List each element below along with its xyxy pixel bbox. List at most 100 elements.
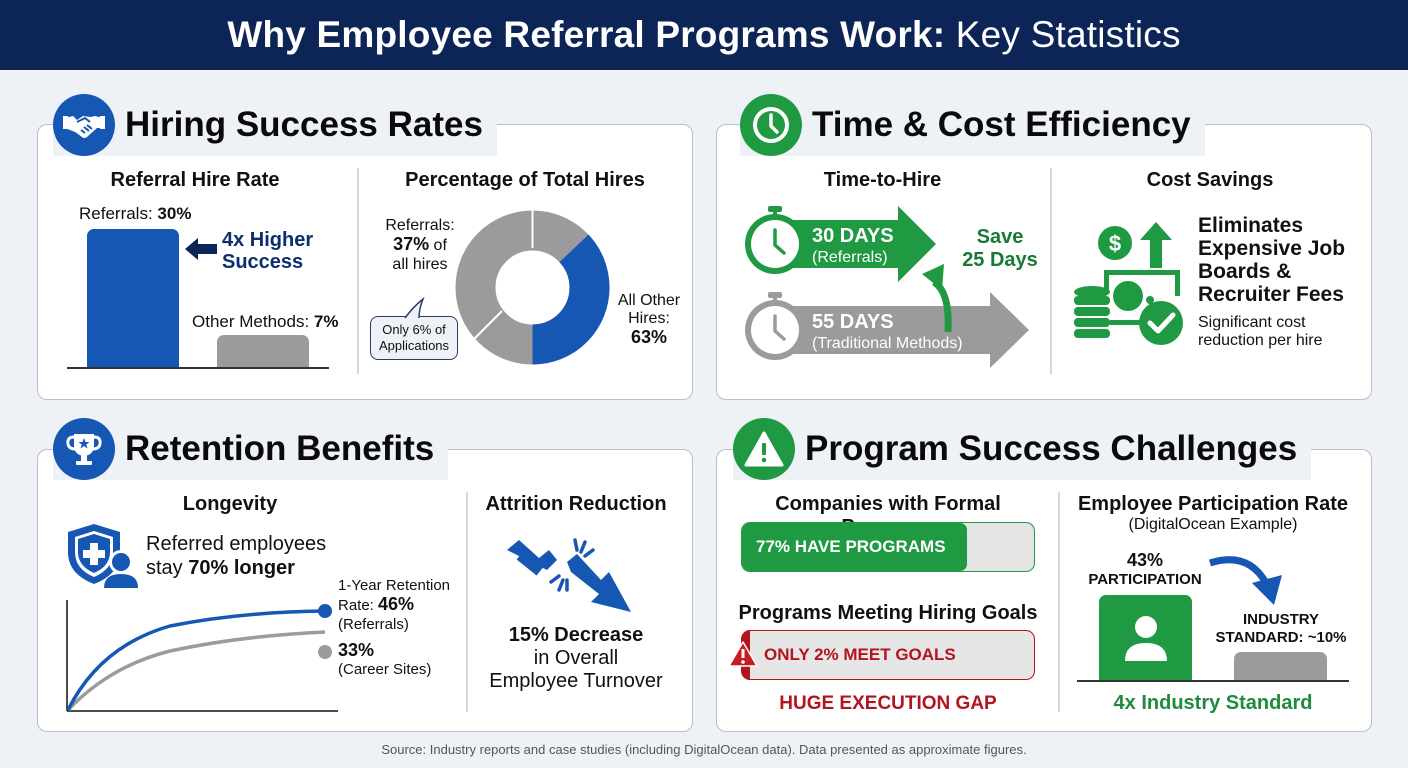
time-cost-heading: Time & Cost Efficiency bbox=[740, 94, 1205, 156]
label-line: Rate: bbox=[338, 597, 379, 614]
participation-value-label: 43% PARTICIPATION bbox=[1080, 551, 1210, 589]
save-days-callout: Save 25 Days bbox=[955, 226, 1045, 272]
referrals-bar bbox=[87, 229, 179, 368]
referral-retention-label: 1-Year Retention Rate: 46% (Referrals) bbox=[338, 576, 450, 634]
left-arrow-icon bbox=[185, 238, 217, 265]
shield-person-icon bbox=[66, 522, 138, 593]
curved-up-arrow-icon bbox=[920, 262, 960, 339]
headline-line: Boards & bbox=[1198, 260, 1292, 283]
referral-retention-value: 46% bbox=[378, 594, 415, 614]
attrition-statement: 15% Decrease in Overall Employee Turnove… bbox=[476, 624, 676, 693]
hiring-success-heading: Hiring Success Rates bbox=[53, 94, 497, 156]
label-line: all hires bbox=[392, 256, 448, 273]
label-line: (Career Sites) bbox=[338, 661, 432, 678]
label-line: Referrals: bbox=[385, 217, 455, 234]
retention-panel bbox=[37, 449, 693, 732]
retention-line-chart bbox=[60, 596, 340, 721]
label-line: INDUSTRY bbox=[1242, 611, 1320, 628]
participation-baseline bbox=[1077, 680, 1349, 682]
bubble-line: Only 6% of bbox=[382, 322, 446, 337]
label-line: of bbox=[429, 237, 447, 254]
career-retention-label: 33% (Career Sites) bbox=[338, 641, 431, 679]
curved-down-arrow-icon bbox=[1208, 555, 1288, 612]
longevity-statement: Referred employees stay 70% longer bbox=[146, 532, 326, 580]
other-hires-value: 63% bbox=[630, 327, 668, 347]
other-value: 7% bbox=[313, 312, 339, 331]
industry-standard-bar bbox=[1234, 652, 1327, 680]
subtext-line: reduction per hire bbox=[1198, 332, 1323, 349]
label-line: STANDARD: ~10% bbox=[1215, 629, 1347, 646]
section-title: Time & Cost Efficiency bbox=[812, 105, 1191, 144]
bar-baseline bbox=[67, 367, 329, 369]
referrals-bar-label: Referrals: 30% bbox=[79, 204, 191, 224]
headline-line: Recruiter Fees bbox=[1198, 283, 1344, 306]
applications-speech-bubble: Only 6% of Applications bbox=[370, 316, 458, 360]
cost-savings-subtext: Significant cost reduction per hire bbox=[1198, 314, 1323, 350]
header-banner: Why Employee Referral Programs Work: Key… bbox=[0, 0, 1408, 70]
hiring-goals-bar-track: ONLY 2% MEET GOALS bbox=[741, 630, 1035, 680]
participation-value: 43% bbox=[1126, 550, 1164, 570]
referrals-days-text: 30 DAYS (Referrals) bbox=[812, 226, 894, 268]
other-methods-bar bbox=[217, 335, 309, 368]
alert-triangle-icon bbox=[727, 640, 759, 673]
cost-savings-headline: Eliminates Expensive Job Boards & Recrui… bbox=[1198, 214, 1345, 306]
label-text: Referrals: bbox=[79, 204, 158, 223]
referrals-time-arrow bbox=[740, 206, 940, 291]
callout-line: 25 Days bbox=[962, 249, 1038, 271]
clock-icon bbox=[740, 94, 802, 156]
other-methods-label: Other Methods: 7% bbox=[192, 312, 338, 332]
warning-icon bbox=[733, 418, 795, 480]
days-value: 55 DAYS bbox=[812, 311, 894, 333]
section-title: Retention Benefits bbox=[125, 429, 435, 468]
hiring-goals-title: Programs Meeting Hiring Goals bbox=[738, 602, 1038, 624]
person-icon bbox=[1124, 615, 1167, 661]
title-light: Key Statistics bbox=[945, 14, 1181, 55]
label-text: Other Methods: bbox=[192, 312, 314, 331]
bar-label: 77% HAVE PROGRAMS bbox=[756, 537, 946, 556]
statement-line: stay bbox=[146, 557, 189, 579]
execution-gap-label: HUGE EXECUTION GAP bbox=[779, 693, 997, 714]
other-hires-label: All Other Hires: 63% bbox=[609, 292, 689, 346]
cost-savings-title: Cost Savings bbox=[1146, 169, 1274, 191]
attrition-title: Attrition Reduction bbox=[485, 493, 667, 515]
bar-label: ONLY 2% MEET GOALS bbox=[764, 645, 956, 664]
statement-line: Employee Turnover bbox=[489, 670, 663, 692]
traditional-time-arrow bbox=[740, 292, 1032, 377]
traditional-days-text: 55 DAYS (Traditional Methods) bbox=[812, 312, 963, 354]
callout-line: Success bbox=[222, 251, 304, 273]
trophy-icon bbox=[53, 418, 115, 480]
attrition-value: 15% Decrease bbox=[508, 624, 644, 646]
retention-heading: Retention Benefits bbox=[53, 418, 449, 480]
industry-comparison-label: 4x Industry Standard bbox=[1113, 692, 1313, 714]
total-hires-title: Percentage of Total Hires bbox=[405, 169, 645, 191]
label-line: (Referrals) bbox=[338, 616, 409, 633]
longevity-title: Longevity bbox=[182, 493, 278, 515]
statement-line: Referred employees bbox=[146, 533, 327, 555]
career-retention-value: 33% bbox=[338, 640, 375, 660]
subtext-line: Significant cost bbox=[1198, 314, 1306, 331]
formal-programs-bar-track: 77% HAVE PROGRAMS bbox=[741, 522, 1035, 572]
section-title: Program Success Challenges bbox=[805, 429, 1298, 468]
time-to-hire-title: Time-to-Hire bbox=[823, 169, 942, 191]
higher-success-callout: 4x Higher Success bbox=[222, 229, 313, 273]
hires-donut-chart bbox=[455, 210, 610, 370]
label-line: All Other bbox=[617, 292, 681, 309]
bubble-line: Applications bbox=[378, 338, 450, 353]
challenges-heading: Program Success Challenges bbox=[733, 418, 1312, 480]
label-line: Hires: bbox=[628, 310, 670, 327]
headline-line: Eliminates bbox=[1198, 214, 1304, 237]
headline-line: Expensive Job bbox=[1198, 237, 1346, 260]
longevity-value: 70% longer bbox=[188, 557, 295, 579]
label-line: 1-Year Retention bbox=[338, 577, 451, 594]
days-value: 30 DAYS bbox=[812, 225, 894, 247]
participation-bar bbox=[1099, 595, 1192, 680]
money-savings-icon: $ bbox=[1068, 220, 1188, 350]
source-footnote: Source: Industry reports and case studie… bbox=[381, 742, 1027, 757]
formal-programs-bar-fill: 77% HAVE PROGRAMS bbox=[742, 523, 967, 571]
referral-hire-rate-title: Referral Hire Rate bbox=[110, 169, 280, 191]
days-label: (Traditional Methods) bbox=[812, 335, 963, 352]
referrals-value: 30% bbox=[157, 204, 192, 223]
svg-text:$: $ bbox=[1109, 231, 1121, 256]
days-label: (Referrals) bbox=[812, 249, 888, 266]
bubble-tail bbox=[403, 296, 425, 324]
